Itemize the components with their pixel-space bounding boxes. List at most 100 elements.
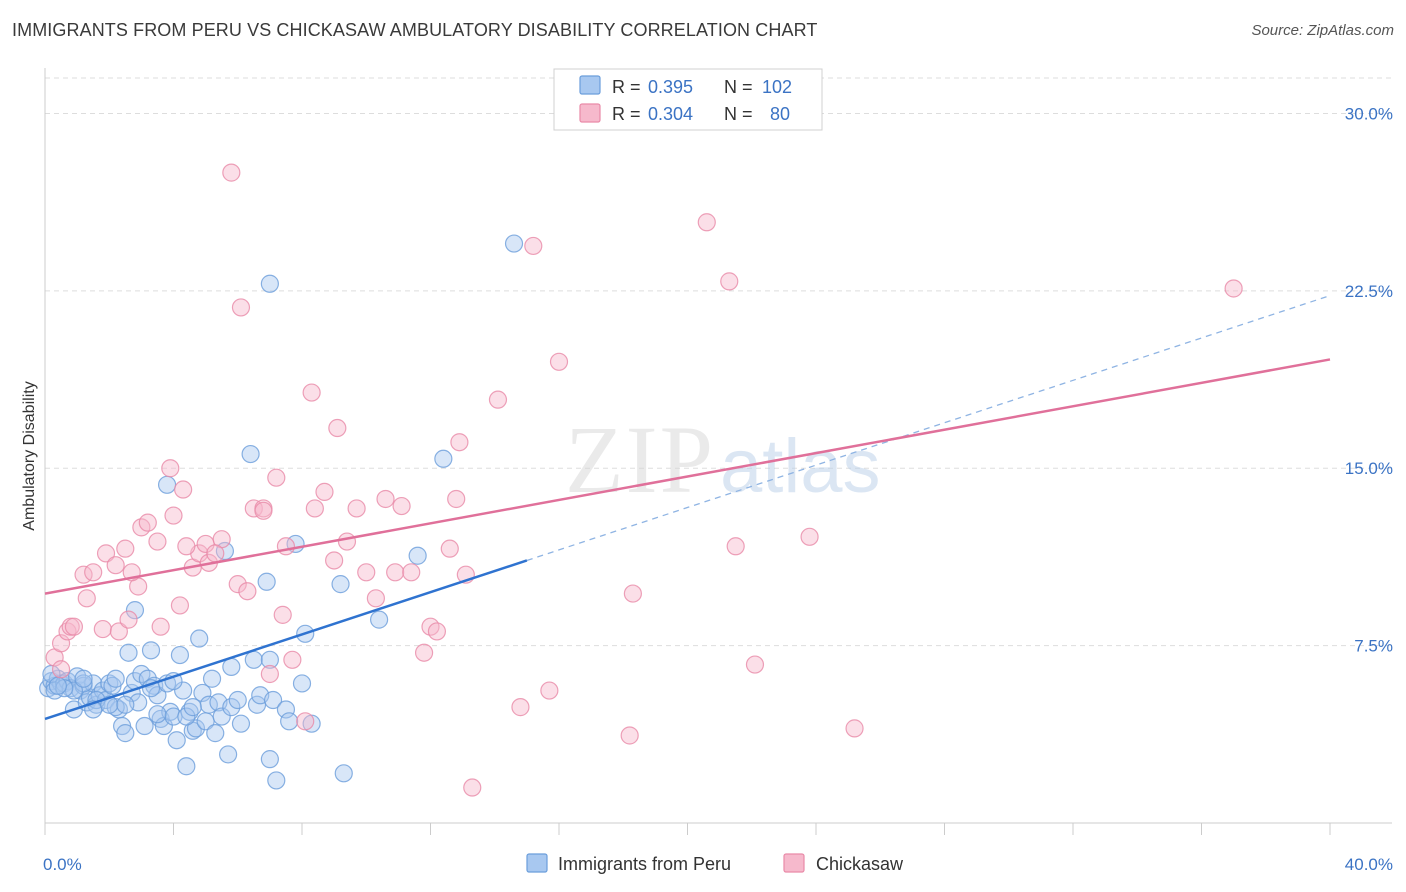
data-point-chickasaw <box>302 383 321 402</box>
legend-r-label: R = <box>612 77 641 97</box>
data-point-chickasaw <box>109 622 128 641</box>
data-point-peru <box>260 650 279 669</box>
data-point-peru <box>219 745 238 764</box>
data-point-peru <box>116 695 135 714</box>
bottom-legend: Immigrants from Peru Chickasaw <box>526 853 904 874</box>
data-point-chickasaw <box>488 390 508 409</box>
data-point-peru <box>174 681 193 700</box>
data-point-chickasaw <box>119 610 138 629</box>
data-point-chickasaw <box>549 352 569 371</box>
x-tick-label: 0.0% <box>43 855 82 874</box>
data-point-chickasaw <box>726 537 745 556</box>
trend-line-peru <box>44 559 528 721</box>
data-point-peru <box>183 698 202 717</box>
data-point-peru <box>141 641 161 660</box>
data-point-chickasaw <box>720 272 739 291</box>
data-point-chickasaw <box>148 532 167 551</box>
y-tick-label: 7.5% <box>1354 637 1393 656</box>
data-point-peru <box>331 575 350 594</box>
data-point-chickasaw <box>463 778 482 797</box>
data-point-chickasaw <box>623 584 642 603</box>
data-point-chickasaw <box>845 719 864 738</box>
data-point-chickasaw <box>116 539 135 558</box>
legend-swatch-chickasaw <box>579 103 601 123</box>
data-point-peru <box>267 771 286 790</box>
data-point-peru <box>74 669 93 688</box>
legend: R = 0.395 N = 102 R = 0.304 N = 80 <box>553 68 823 131</box>
data-point-peru <box>370 610 389 629</box>
data-point-peru <box>186 719 206 738</box>
data-point-chickasaw <box>1224 279 1243 298</box>
data-point-peru <box>74 674 93 693</box>
data-point-chickasaw <box>524 236 543 256</box>
data-point-peru <box>190 629 209 648</box>
data-point-chickasaw <box>328 418 347 438</box>
trend-line-peru-extension <box>526 294 1331 562</box>
data-point-chickasaw <box>283 650 302 669</box>
data-point-chickasaw <box>376 489 395 509</box>
data-point-chickasaw <box>305 499 324 518</box>
data-point-chickasaw <box>800 527 819 546</box>
data-point-peru <box>408 546 427 565</box>
data-point-peru <box>334 764 353 783</box>
data-point-chickasaw <box>447 489 466 509</box>
data-point-peru <box>241 444 260 464</box>
data-point-chickasaw <box>511 698 530 717</box>
legend-swatch-peru <box>579 75 601 95</box>
data-point-peru <box>280 712 299 731</box>
legend-r-label: R = <box>612 104 641 124</box>
data-point-chickasaw <box>93 619 112 639</box>
watermark-zip: ZIP <box>565 406 715 513</box>
data-point-peru <box>177 757 196 776</box>
data-point-peru <box>177 707 196 726</box>
bottom-legend-swatch-peru <box>526 853 548 873</box>
data-point-peru <box>222 698 241 717</box>
trend-line-chickasaw <box>44 358 1331 595</box>
data-point-chickasaw <box>276 537 296 556</box>
data-point-chickasaw <box>222 163 241 182</box>
data-point-peru <box>231 714 251 733</box>
data-point-chickasaw <box>228 575 247 594</box>
data-point-chickasaw <box>386 563 405 582</box>
data-point-peru <box>106 669 125 688</box>
axes <box>44 68 1392 835</box>
data-point-chickasaw <box>96 544 116 563</box>
data-point-chickasaw <box>177 537 196 556</box>
data-point-chickasaw <box>315 482 334 501</box>
data-point-chickasaw <box>325 551 344 570</box>
data-point-chickasaw <box>440 539 459 558</box>
data-point-chickasaw <box>620 726 639 745</box>
bottom-legend-label-peru: Immigrants from Peru <box>558 854 731 874</box>
data-point-chickasaw <box>347 499 366 518</box>
legend-r-value: 0.304 <box>648 104 693 124</box>
data-point-chickasaw <box>337 532 357 551</box>
legend-n-label: N = <box>724 77 753 97</box>
bottom-legend-label-chickasaw: Chickasaw <box>816 854 904 874</box>
data-point-chickasaw <box>260 664 279 684</box>
data-point-chickasaw <box>164 506 183 525</box>
data-point-chickasaw <box>231 298 251 317</box>
data-point-chickasaw <box>697 213 716 232</box>
data-point-peru <box>257 572 276 591</box>
gridlines <box>45 77 1392 647</box>
data-point-chickasaw <box>238 582 257 601</box>
data-point-chickasaw <box>84 563 103 582</box>
data-point-peru <box>292 674 312 693</box>
data-point-chickasaw <box>296 712 315 731</box>
data-point-chickasaw <box>77 589 96 608</box>
data-point-peru <box>125 601 145 620</box>
data-point-chickasaw <box>357 563 376 582</box>
data-point-peru <box>504 234 524 253</box>
data-point-peru <box>212 707 231 726</box>
chart-title: IMMIGRANTS FROM PERU VS CHICKASAW AMBULA… <box>12 20 818 40</box>
legend-r-value: 0.395 <box>648 77 693 97</box>
y-tick-labels: 7.5% 15.0% 22.5% 30.0% <box>1345 104 1393 655</box>
trend-lines <box>44 294 1331 721</box>
data-point-peru <box>434 449 453 468</box>
series-chickasaw <box>45 163 1243 797</box>
data-point-chickasaw <box>51 634 71 653</box>
data-point-chickasaw <box>138 513 157 532</box>
data-point-chickasaw <box>427 622 447 641</box>
data-point-chickasaw <box>745 655 765 674</box>
data-point-chickasaw <box>151 617 170 636</box>
